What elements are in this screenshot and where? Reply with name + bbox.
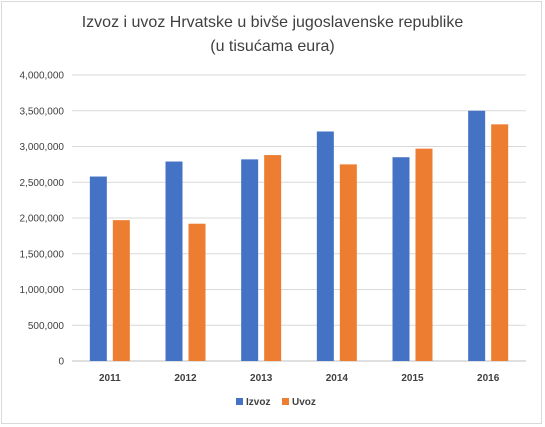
legend-swatch-izvoz bbox=[236, 398, 243, 405]
x-tick-label: 2016 bbox=[477, 373, 500, 384]
y-tick-label: 1,500,000 bbox=[20, 249, 65, 260]
bar-izvoz-2014 bbox=[316, 131, 334, 361]
y-tick-label: 2,500,000 bbox=[20, 178, 65, 189]
x-tick-label: 2013 bbox=[250, 373, 273, 384]
y-tick-label: 500,000 bbox=[28, 321, 65, 332]
y-tick-label: 1,000,000 bbox=[20, 285, 65, 296]
x-tick-label: 2015 bbox=[401, 373, 424, 384]
x-tick-label: 2012 bbox=[174, 373, 197, 384]
bar-uvoz-2012 bbox=[188, 223, 206, 361]
legend-label-uvoz: Uvoz bbox=[292, 397, 316, 408]
bar-uvoz-2013 bbox=[264, 155, 282, 361]
bar-izvoz-2015 bbox=[392, 157, 410, 361]
y-tick-label: 3,500,000 bbox=[20, 106, 65, 117]
chart-title-line1: Izvoz i uvoz Hrvatske u bivše jugoslaven… bbox=[81, 14, 464, 31]
y-tick-label: 0 bbox=[58, 357, 64, 368]
legend-swatch-uvoz bbox=[282, 398, 289, 405]
y-tick-label: 3,000,000 bbox=[20, 142, 65, 153]
y-tick-label: 4,000,000 bbox=[20, 71, 65, 82]
x-tick-label: 2011 bbox=[99, 373, 121, 384]
bar-uvoz-2016 bbox=[491, 124, 509, 362]
bar-uvoz-2015 bbox=[415, 148, 433, 361]
bar-izvoz-2012 bbox=[165, 161, 183, 361]
legend-label-izvoz: Izvoz bbox=[246, 397, 270, 408]
bar-uvoz-2014 bbox=[339, 164, 357, 361]
x-tick-label: 2014 bbox=[326, 373, 349, 384]
bar-uvoz-2011 bbox=[112, 220, 130, 361]
chart-title-line2: (u tisućama eura) bbox=[210, 38, 335, 55]
bar-izvoz-2013 bbox=[241, 159, 259, 361]
y-tick-label: 2,000,000 bbox=[20, 214, 65, 225]
bar-izvoz-2011 bbox=[89, 176, 107, 361]
bar-izvoz-2016 bbox=[468, 110, 486, 361]
